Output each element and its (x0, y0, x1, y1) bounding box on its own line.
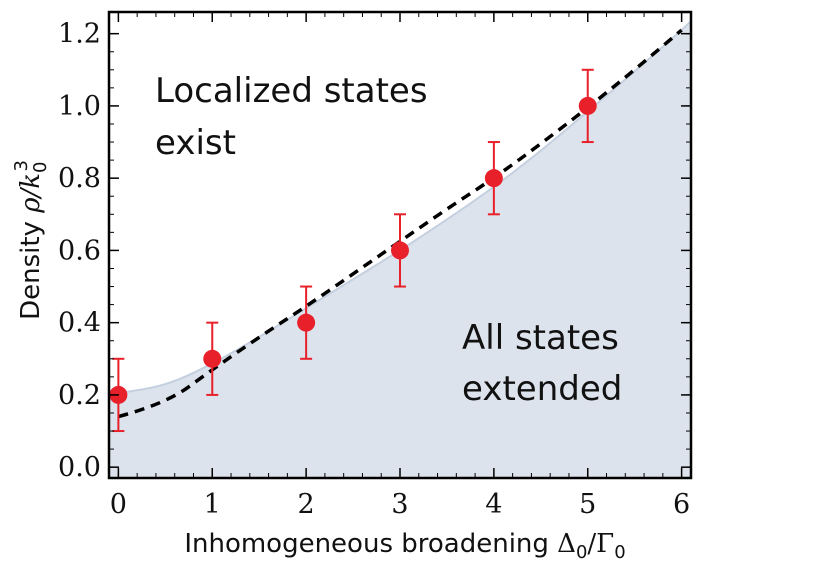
y-tick-label: 1.2 (58, 19, 101, 50)
ticks-layer: 0 1 2 3 4 5 6 0.0 0.2 0.4 0.6 0.8 1.0 1.2 (58, 12, 691, 520)
x-tick-label: 0 (110, 489, 127, 520)
y-tick-label: 1.0 (58, 91, 101, 122)
fit-curve-layer (117, 28, 683, 419)
x-tick-label: 3 (391, 489, 408, 520)
y-tick-label: 0.8 (58, 163, 101, 194)
data-point (391, 241, 409, 260)
data-points-layer (109, 68, 597, 433)
x-axis-title: Inhomogeneous broadening Δ0/Γ0 (184, 529, 625, 563)
y-axis-title: Density ρ/k03 (11, 160, 51, 320)
annotation-localized-line1: Localized states (155, 71, 428, 111)
x-tick-label: 4 (485, 489, 502, 520)
data-point (203, 349, 222, 368)
x-tick-label: 6 (673, 489, 690, 520)
fit-curve (117, 28, 683, 419)
x-tick-label: 5 (579, 489, 596, 520)
y-tick-label: 0.2 (58, 380, 101, 411)
data-point (484, 169, 503, 188)
x-tick-label: 2 (298, 489, 315, 520)
data-point (578, 96, 597, 115)
y-tick-label: 0.6 (58, 235, 101, 266)
data-point (297, 313, 316, 332)
x-tick-label: 1 (204, 489, 221, 520)
extended-region-fill (109, 21, 691, 479)
y-tick-label: 0.0 (58, 452, 101, 483)
annotation-extended-line2: extended (462, 369, 622, 409)
annotation-extended-line1: All states (462, 318, 619, 358)
annotation-localized-line2: exist (155, 123, 236, 163)
y-tick-label: 0.4 (58, 308, 101, 339)
